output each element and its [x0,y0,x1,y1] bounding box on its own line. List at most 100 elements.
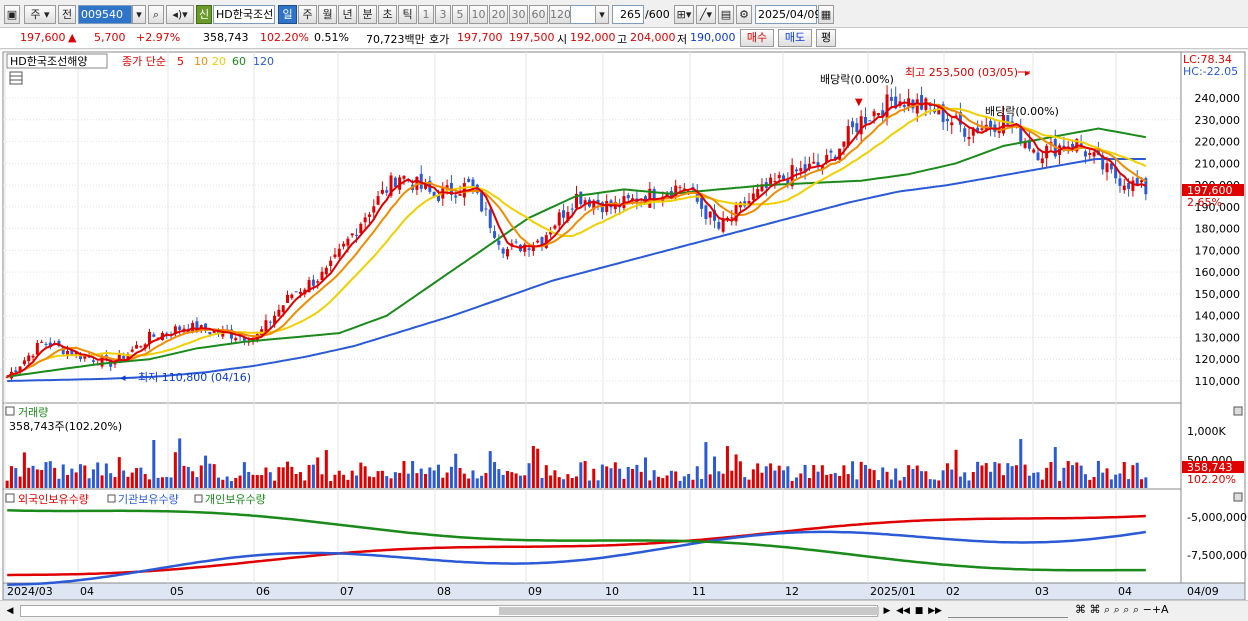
all-button[interactable]: 전 [58,5,76,24]
ma-10-line [6,101,1147,378]
rewind-icon[interactable]: ◀◀ [896,606,910,616]
period-tab-3[interactable]: 년 [338,5,357,24]
candle-body [1122,185,1126,191]
candle-body [717,221,721,229]
volume-bar [725,446,729,488]
panel-menu-icon[interactable] [5,406,15,416]
candle-body [5,376,9,378]
date-input[interactable]: 2025/04/09 [755,5,821,24]
volume-tag-text: 358,743 [1187,461,1233,474]
scrollbar-track[interactable] [20,605,879,617]
candle-body [484,208,488,210]
ma-legend-60: 60 [232,55,246,68]
volume-bar [743,477,747,488]
volume-bar [436,464,440,488]
period-tab-0[interactable]: 일 [278,5,297,24]
volume-bar [1049,462,1053,488]
count-input[interactable]: 265 [612,5,644,24]
fast-forward-icon[interactable]: ▶▶ [928,606,942,616]
interval-tab-20[interactable]: 20 [489,5,508,24]
candle-body [549,231,553,235]
volume-bar [70,468,74,488]
stock-name-field[interactable]: HD한국조선 [213,5,275,24]
candle-body [290,294,294,298]
volume-bar [700,479,704,488]
interval-tab-10[interactable]: 10 [469,5,488,24]
candle-body [1002,114,1006,134]
x-tick-label: 04 [80,585,94,598]
stop-icon[interactable]: ■ [914,606,924,616]
volume-value: 358,743 [203,31,249,44]
evaluate-button[interactable]: 평 [816,29,836,47]
close-icon[interactable] [1233,406,1243,416]
price-ytick: 120,000 [1195,353,1241,366]
interval-tab-3[interactable]: 3 [435,5,451,24]
market-select[interactable]: 주 ▾ [24,5,56,24]
toolbar-icons[interactable]: ⌘ ⌘ ⌕ ⌕ ⌕ ⌕ −+A [1075,603,1169,616]
grid-tool-icon[interactable]: ⊞▾ [674,5,694,24]
interval-tab-30[interactable]: 30 [509,5,528,24]
panel-title: HD한국조선해양 [10,54,87,68]
candle-body [937,106,941,115]
volume-bar [229,481,233,488]
new-badge[interactable]: 신 [196,5,212,24]
candle-body [997,129,1001,134]
zoom-slider[interactable] [948,604,1068,618]
period-tab-6[interactable]: 틱 [398,5,417,24]
scroll-right-icon[interactable]: ▶ [883,606,891,616]
volume-bar [609,468,613,488]
legend-box [194,494,203,503]
draw-line-icon[interactable]: ╱▾ [696,5,716,24]
chart-area[interactable]: 240,000230,000220,000210,000200,000190,0… [0,50,1248,610]
volume-bar [273,480,277,488]
interval-tab-1[interactable]: 1 [418,5,434,24]
volume-bar [553,470,557,488]
period-tab-2[interactable]: 월 [318,5,337,24]
chevron-down-icon[interactable]: ▾ [132,5,146,24]
volume-bar [53,467,57,488]
chevron-down-icon[interactable]: ▾ [595,5,609,24]
candle-body [126,354,130,360]
close-icon[interactable] [1233,492,1243,502]
candle-body [769,177,773,185]
interval-tab-120[interactable]: 120 [549,5,571,24]
volume-bar [518,475,522,488]
volume-bar [915,465,919,488]
sell-button[interactable]: 매도 [778,29,812,47]
save-icon[interactable]: ▤ [718,5,734,24]
candle-body [333,254,337,258]
volume-bar [1036,472,1040,488]
layout-icon[interactable]: ▣ [4,5,20,24]
search-icon[interactable]: ⌕ [148,5,164,24]
scrollbar-thumb[interactable] [499,607,879,615]
candle-body [1105,163,1109,173]
period-tab-1[interactable]: 주 [298,5,317,24]
volume-bar [1058,481,1062,488]
candle-body [393,177,397,187]
volume-bar [182,465,186,488]
interval-tab-5[interactable]: 5 [452,5,468,24]
volume-bar [139,467,143,488]
candle-body [575,193,578,209]
calendar-icon[interactable]: ▦ [818,5,834,24]
gear-icon[interactable]: ⚙ [736,5,752,24]
candle-body [812,161,816,164]
speaker-icon[interactable]: ◂)▾ [166,5,194,24]
period-tab-5[interactable]: 초 [378,5,397,24]
volume-bar [902,476,906,488]
volume-bar [510,472,514,488]
stock-code-input[interactable]: 009540 [78,5,132,24]
chart-canvas[interactable]: 240,000230,000220,000210,000200,000190,0… [0,50,1248,610]
volume-bar [217,477,221,488]
volume-bar [35,469,39,488]
panel-menu-icon[interactable] [5,493,15,503]
table-icon[interactable] [9,71,23,85]
lc-value: LC:78.34 [1183,53,1232,66]
buy-button[interactable]: 매수 [740,29,774,47]
candle-body [829,150,833,153]
period-tab-4[interactable]: 분 [358,5,377,24]
scroll-left-icon[interactable]: ◀ [6,606,14,616]
interval-tab-60[interactable]: 60 [529,5,548,24]
candle-body [91,360,95,362]
candle-body [700,197,704,209]
